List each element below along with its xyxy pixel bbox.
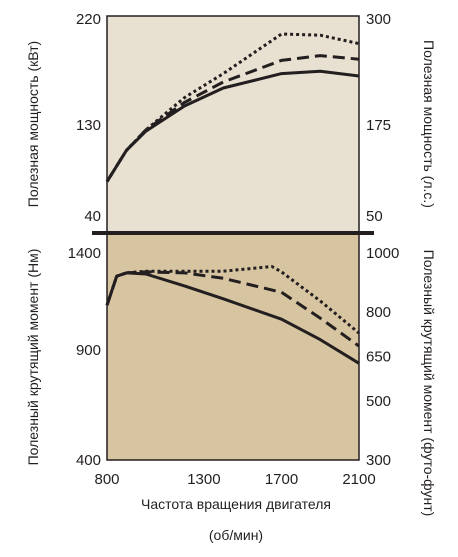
power-series-group (105, 32, 360, 183)
power-dashed-line (105, 54, 360, 183)
torque-solid-line (105, 271, 360, 365)
xtick-2100: 2100 (342, 471, 375, 488)
power-ytick-right-min: 50 (366, 208, 383, 225)
x-axis-unit: (об/мин) (209, 527, 263, 543)
power-ytick-left-min: 40 (84, 208, 101, 225)
power-dotted-line (105, 32, 360, 183)
torque-dashed-line (105, 270, 360, 348)
torque-ytick-left-min: 400 (76, 452, 101, 469)
xtick-800: 800 (94, 471, 119, 488)
power-ylabel-left: Полезная мощность (кВт) (25, 41, 41, 207)
xtick-1700: 1700 (265, 471, 298, 488)
x-axis-title: Частота вращения двигателя (141, 496, 331, 512)
xtick-1300: 1300 (187, 471, 220, 488)
power-ylabel-right: Полезная мощность (л.с.) (421, 40, 437, 208)
power-ytick-left-max: 220 (76, 11, 101, 28)
torque-ytick-right-500: 500 (366, 393, 391, 410)
torque-ytick-right-1000: 1000 (366, 245, 399, 262)
torque-ytick-left-max: 1400 (68, 245, 101, 262)
power-panel-background (106, 15, 360, 233)
power-ytick-left-mid: 130 (76, 117, 101, 134)
torque-panel-background (106, 233, 360, 461)
torque-ytick-right-group: 1000 800 650 500 300 (366, 245, 399, 469)
torque-ylabel-left: Полезный крутящий момент (Нм) (25, 249, 41, 466)
xtick-group: 800 1300 1700 2100 (94, 471, 375, 488)
torque-ytick-left-mid: 900 (76, 342, 101, 359)
torque-ytick-right-650: 650 (366, 349, 391, 366)
torque-ylabel-right: Полезный крутящий момент (футо-фунт) (421, 250, 437, 517)
torque-series-group (105, 265, 360, 365)
torque-ytick-right-300: 300 (366, 452, 391, 469)
torque-ytick-right-800: 800 (366, 304, 391, 321)
power-ytick-right-mid: 175 (366, 117, 391, 134)
power-ytick-right-max: 300 (366, 11, 391, 28)
